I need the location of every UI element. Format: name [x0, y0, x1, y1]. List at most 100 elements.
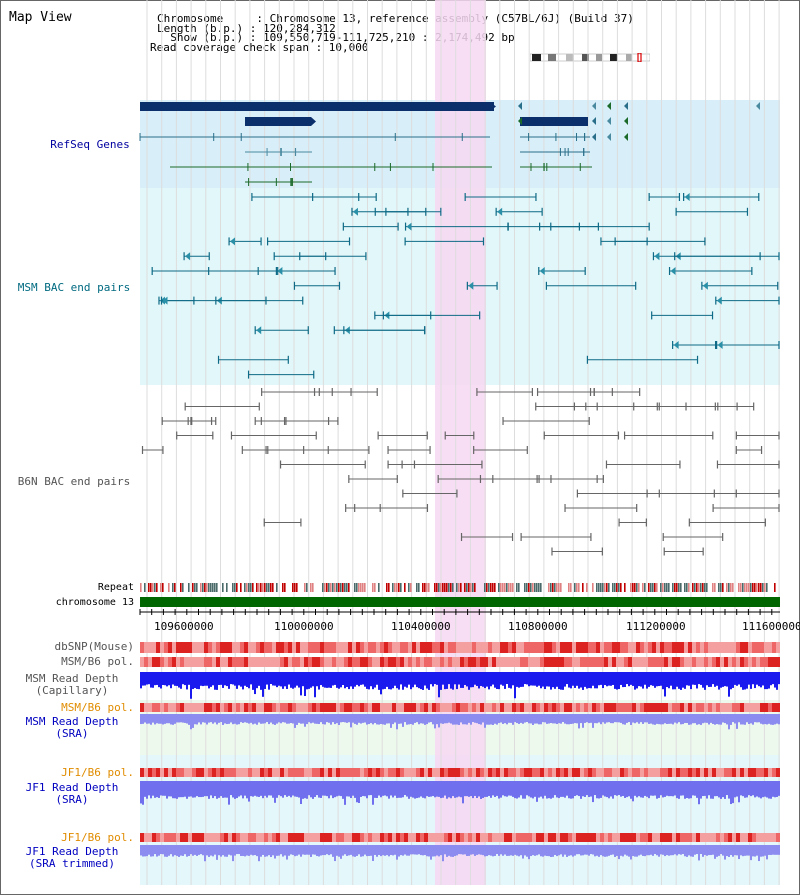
repeat-mark [648, 583, 650, 592]
pol-cell [752, 657, 756, 667]
pol-cell [372, 768, 376, 777]
pol-cell [532, 833, 536, 842]
depth-bar [382, 672, 384, 690]
pol-cell [416, 768, 420, 777]
depth-bar [236, 672, 238, 689]
depth-bar [210, 714, 212, 723]
pol-cell [336, 642, 340, 653]
depth-bar [588, 781, 590, 798]
pol-cell [188, 642, 192, 653]
depth-bar [610, 672, 612, 686]
msm-read-depth-sra-label[interactable]: MSM Read Depth (SRA) [25, 715, 119, 740]
msm-bac-track-label[interactable]: MSM BAC end pairs [17, 281, 131, 294]
repeat-mark [758, 583, 760, 592]
depth-bar [642, 845, 644, 856]
pol-cell [584, 642, 588, 653]
depth-bar [578, 672, 580, 689]
jf1-read-depth-trimmed-label[interactable]: JF1 Read Depth (SRA trimmed) [25, 845, 119, 870]
depth-bar [246, 714, 248, 723]
pol-cell [280, 768, 284, 777]
refseq-track-label[interactable]: RefSeq Genes [50, 138, 130, 151]
chromosome-ideogram[interactable] [530, 53, 650, 62]
depth-bar [626, 714, 628, 723]
pol-cell [616, 703, 620, 712]
pol-cell [596, 768, 600, 777]
depth-bar [282, 845, 284, 857]
pol-cell [656, 642, 660, 653]
pol-cell [232, 703, 236, 712]
bac-arrow [352, 207, 358, 216]
msm-read-depth-capillary-label[interactable]: MSM Read Depth (Capillary) [25, 672, 119, 697]
depth-bar [758, 672, 760, 687]
highlight-region[interactable] [435, 0, 486, 885]
pol-cell [252, 657, 256, 667]
depth-bar [670, 845, 672, 856]
bac-arrow [702, 281, 708, 290]
depth-bar [474, 845, 476, 856]
pol-cell [324, 833, 328, 842]
depth-bar [308, 714, 310, 723]
depth-bar [262, 672, 264, 697]
dbsnp-track-label[interactable]: dbSNP(Mouse) [54, 640, 134, 653]
pol-cell [200, 642, 204, 653]
gene-block [245, 117, 311, 126]
depth-bar [618, 672, 620, 690]
depth-bar [156, 672, 158, 685]
jf1-b6-pol-label-2[interactable]: JF1/B6 pol. [61, 831, 134, 844]
depth-bar [750, 714, 752, 724]
depth-bar [338, 781, 340, 796]
b6n-bac-track-label[interactable]: B6N BAC end pairs [17, 475, 131, 488]
pol-cell [368, 657, 372, 667]
depth-bar [650, 672, 652, 686]
repeat-mark [694, 583, 696, 592]
depth-bar [362, 714, 364, 723]
pol-cell [564, 657, 568, 667]
depth-bar [504, 845, 506, 855]
depth-bar [538, 672, 540, 686]
depth-bar [330, 845, 332, 855]
pol-cell [588, 642, 592, 653]
depth-bar [460, 714, 462, 723]
repeat-mark [236, 583, 238, 592]
bac-arrow [717, 341, 723, 349]
depth-bar [446, 714, 448, 724]
pol-cell [280, 657, 284, 667]
depth-bar [360, 781, 362, 797]
pol-cell [256, 657, 260, 667]
depth-bar [280, 672, 282, 687]
pol-cell [612, 657, 616, 667]
depth-bar [752, 845, 754, 857]
msm-b6-pol-label-2[interactable]: MSM/B6 pol. [61, 701, 134, 714]
depth-bar [654, 845, 656, 855]
depth-bar [170, 781, 172, 797]
depth-bar [522, 714, 524, 724]
depth-bar [734, 781, 736, 798]
jf1-read-depth-sra-label[interactable]: JF1 Read Depth (SRA) [25, 781, 119, 806]
jf1-b6-pol-label-1[interactable]: JF1/B6 pol. [61, 766, 134, 779]
pol-cell [732, 768, 736, 777]
depth-bar [280, 781, 282, 797]
pol-cell [288, 833, 292, 842]
depth-bar [244, 672, 246, 686]
depth-bar [618, 781, 620, 796]
depth-bar [484, 714, 486, 728]
depth-bar [750, 672, 752, 689]
depth-bar [534, 714, 536, 724]
pol-cell [300, 768, 304, 777]
pol-cell [524, 768, 528, 777]
depth-bar [646, 714, 648, 723]
depth-bar [214, 672, 216, 690]
pol-cell [252, 768, 256, 777]
depth-bar [638, 714, 640, 724]
depth-bar [278, 845, 280, 856]
depth-bar [696, 672, 698, 689]
msm-b6-pol-label-1[interactable]: MSM/B6 pol. [61, 655, 134, 668]
depth-bar [488, 781, 490, 796]
axis-tick-label: 110400000 [391, 620, 451, 633]
depth-bar [706, 781, 708, 799]
pol-cell [476, 768, 480, 777]
depth-bar [528, 781, 530, 797]
depth-bar [544, 672, 546, 690]
pol-cell [556, 768, 560, 777]
depth-bar [506, 845, 508, 856]
